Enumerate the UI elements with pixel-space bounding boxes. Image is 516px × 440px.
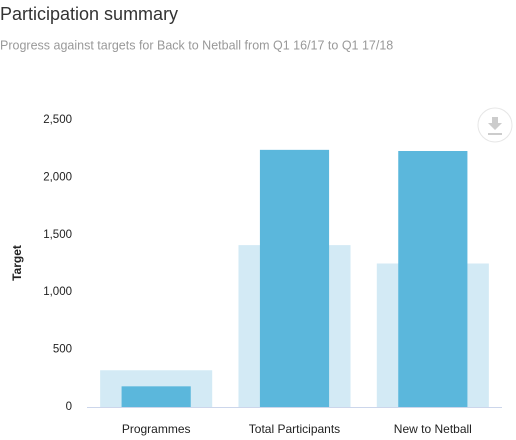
y-tick-label: 2,500 — [43, 114, 72, 126]
x-tick-label: New to Netball — [394, 422, 472, 436]
x-tick-label: Programmes — [122, 422, 191, 436]
bar — [121, 386, 191, 407]
chart-title: Participation summary — [0, 4, 178, 24]
y-tick-label: 1,000 — [43, 286, 72, 298]
download-icon[interactable] — [488, 117, 502, 135]
y-tick-label: 1,500 — [43, 229, 72, 241]
y-tick-label: 500 — [53, 344, 72, 356]
y-tick-label: 0 — [66, 401, 72, 413]
y-tick-label: 2,000 — [43, 171, 72, 183]
y-axis-label: Target — [10, 245, 24, 281]
bar — [259, 149, 330, 407]
download-button[interactable] — [477, 107, 513, 143]
bar — [398, 150, 468, 407]
chart-subtitle: Progress against targets for Back to Net… — [0, 38, 393, 52]
x-tick-label: Total Participants — [249, 422, 340, 436]
